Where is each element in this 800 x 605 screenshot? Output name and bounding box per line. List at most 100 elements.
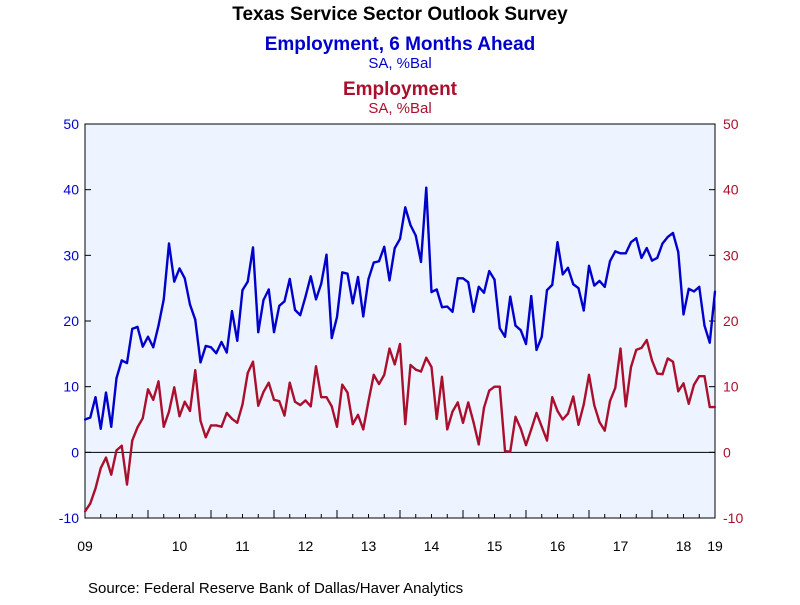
series-1-point (314, 298, 318, 301)
series-1-point (346, 272, 349, 275)
series-2-point (241, 403, 244, 406)
x-tick-label: 14 (424, 538, 440, 554)
series-1-point (425, 186, 428, 189)
series-1-point (230, 310, 234, 313)
series-2-point (377, 382, 381, 386)
series-1-point (640, 256, 643, 260)
series-2-point (477, 443, 480, 446)
left-y-tick-label: -10 (59, 510, 79, 526)
series-2-point (251, 360, 255, 363)
series-2-point (115, 449, 118, 452)
series-2-point (125, 483, 129, 486)
series-2-point (362, 428, 365, 431)
series-2-point (524, 444, 528, 447)
right-y-tick-label: 10 (723, 379, 739, 395)
series-2-point (278, 400, 281, 403)
series-1-point (167, 242, 171, 245)
series-2-point (104, 456, 108, 459)
series-2-point (409, 363, 412, 367)
series-2-point (551, 396, 554, 399)
series-1-point (524, 342, 528, 346)
series-1-point (661, 242, 664, 245)
series-2-point (467, 401, 470, 404)
series-1-point (645, 247, 648, 250)
series-1-point (446, 305, 449, 308)
series-1-point (104, 391, 108, 394)
series-1-point (125, 361, 129, 365)
series-1-point (404, 206, 407, 209)
series-2-point (535, 411, 538, 415)
series-layer (83, 186, 717, 513)
series-2-point (692, 383, 696, 386)
series-2-point (83, 510, 87, 513)
series-2-point (656, 372, 659, 375)
series-1-point (320, 282, 323, 285)
series-1-point (241, 289, 244, 292)
series-2-point (472, 421, 475, 424)
series-1-point (708, 341, 711, 344)
series-1-point (304, 295, 307, 298)
series-2-point (614, 386, 617, 390)
series-1-point (94, 396, 97, 399)
series-1-point (414, 234, 417, 237)
series-2-point (703, 375, 706, 378)
series-2-point (608, 400, 612, 403)
series-2-point (188, 409, 192, 413)
series-1-point (566, 266, 570, 269)
series-2-point (425, 356, 428, 359)
series-1-point (540, 335, 543, 338)
series-1-point (456, 277, 459, 280)
series-2-point (582, 403, 585, 406)
source-note: Source: Federal Reserve Bank of Dallas/H… (88, 580, 463, 597)
series-1-point (220, 340, 223, 344)
series-1-point (698, 285, 701, 288)
series-2-point (572, 395, 575, 398)
series-1-point (204, 344, 207, 348)
series-1-point (419, 260, 423, 263)
series-2-point (293, 400, 297, 403)
series-1-point (498, 327, 501, 330)
series-1-point (682, 313, 685, 316)
series-1-point (367, 277, 370, 281)
series-1-point (467, 281, 470, 284)
series-2-point (167, 410, 171, 413)
series-2-point (629, 365, 633, 369)
series-1-point (225, 351, 228, 354)
left-y-tick-label: 50 (63, 116, 79, 132)
series-1-point (503, 335, 507, 338)
series-1-point (535, 348, 538, 351)
series-1-point (246, 280, 249, 283)
series-1-point (262, 298, 265, 302)
series-2-point (414, 368, 417, 371)
series-1-point (477, 285, 480, 288)
series-2-point (393, 363, 396, 366)
series-1-point (110, 425, 113, 428)
series-2-point (320, 396, 323, 399)
series-2-point (351, 423, 354, 426)
left-y-axis: -10 0 10 20 30 40 50 (59, 116, 715, 526)
right-y-tick-label: 0 (723, 444, 731, 460)
series-1-point (624, 252, 627, 255)
series-1-point (398, 237, 402, 241)
series-2-point (650, 359, 654, 362)
series-2-point (157, 380, 160, 383)
series-2-point (372, 373, 375, 376)
left-y-tick-label: 20 (63, 313, 79, 329)
series-2-point (677, 390, 680, 393)
series-2-point (509, 450, 512, 453)
series-2-point (577, 423, 580, 426)
series-2-point (204, 436, 207, 439)
series-1-point (99, 427, 102, 430)
x-tick-label: 09 (77, 538, 93, 554)
series-2-point (435, 417, 438, 420)
series-1-point (472, 310, 475, 313)
series-2-subtitle: SA, %Bal (368, 100, 431, 117)
series-1-point (545, 289, 549, 292)
series-2-point (671, 360, 675, 363)
right-y-tick-label: 40 (723, 182, 739, 198)
series-1-point (162, 298, 165, 301)
series-2-point (708, 405, 711, 409)
series-1-point (272, 331, 276, 334)
series-2-point (530, 428, 533, 431)
